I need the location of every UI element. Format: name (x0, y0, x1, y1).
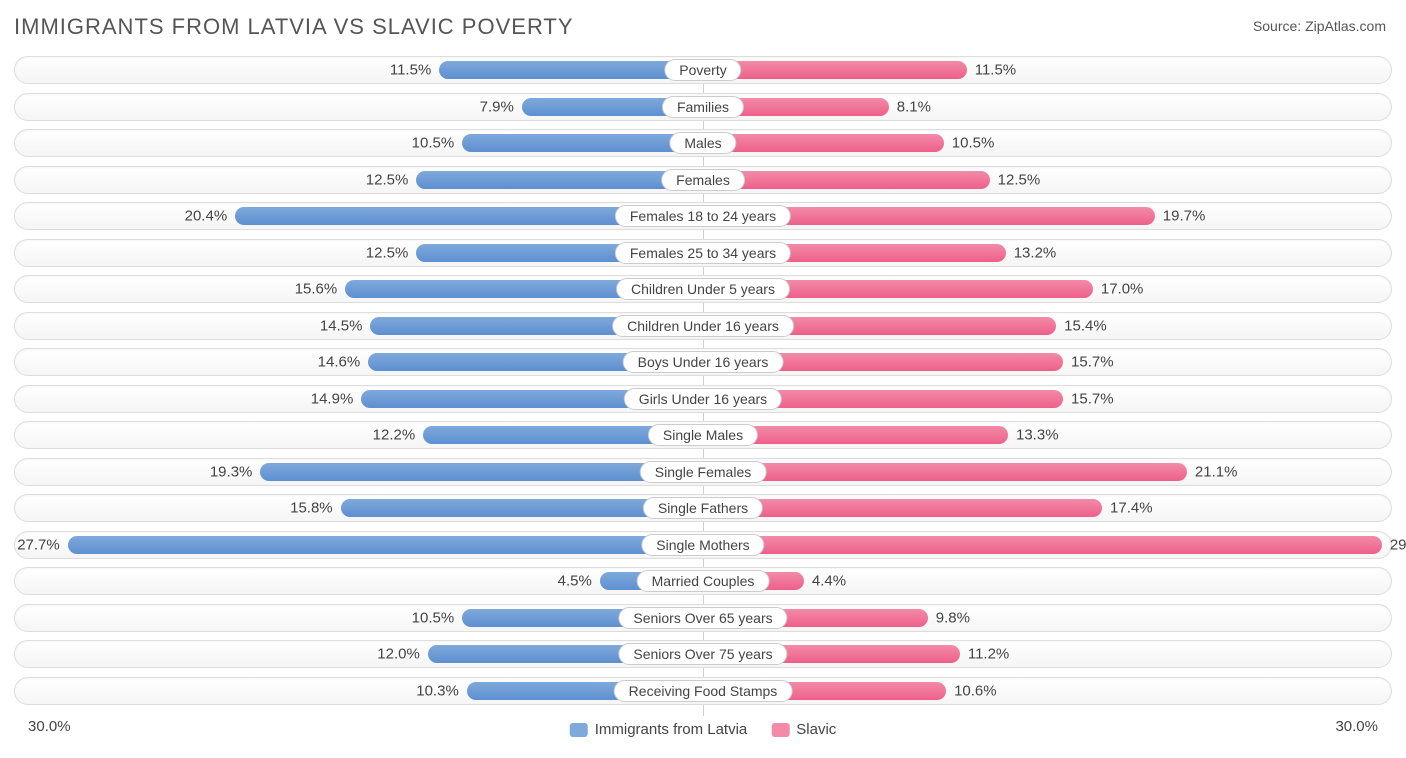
value-right: 17.4% (1110, 500, 1153, 517)
bar-right (703, 536, 1382, 554)
value-right: 11.2% (968, 646, 1009, 663)
chart-row: 10.3% 10.6% Receiving Food Stamps (14, 677, 1392, 705)
category-label: Poverty (664, 59, 741, 81)
value-right: 13.3% (1016, 427, 1059, 444)
chart-row: 4.5% 4.4% Married Couples (14, 567, 1392, 595)
bar-right (703, 171, 990, 189)
chart-row: 19.3% 21.1% Single Females (14, 458, 1392, 486)
chart-row: 12.5% 13.2% Females 25 to 34 years (14, 239, 1392, 267)
chart-row: 15.6% 17.0% Children Under 5 years (14, 275, 1392, 303)
chart-row: 14.6% 15.7% Boys Under 16 years (14, 348, 1392, 376)
value-left: 14.6% (318, 354, 361, 371)
bar-left (68, 536, 703, 554)
chart-row: 11.5% 11.5% Poverty (14, 56, 1392, 84)
legend-item-right: Slavic (771, 721, 836, 738)
category-label: Children Under 5 years (616, 278, 790, 300)
axis-tick-left: 30.0% (28, 718, 71, 735)
bar-right (703, 463, 1187, 481)
value-left: 14.9% (311, 390, 354, 407)
value-left: 20.4% (185, 208, 228, 225)
legend-label-left: Immigrants from Latvia (595, 721, 748, 738)
value-right: 10.6% (954, 682, 997, 699)
value-left: 12.5% (366, 244, 409, 261)
legend-swatch-right (771, 723, 789, 737)
legend-item-left: Immigrants from Latvia (570, 721, 748, 738)
bar-left (260, 463, 703, 481)
category-label: Seniors Over 65 years (618, 607, 787, 629)
legend: Immigrants from Latvia Slavic (570, 721, 837, 738)
value-right: 21.1% (1195, 463, 1238, 480)
value-right: 29.6% (1390, 536, 1406, 553)
category-label: Children Under 16 years (612, 315, 794, 337)
chart-row: 14.5% 15.4% Children Under 16 years (14, 312, 1392, 340)
category-label: Females 18 to 24 years (615, 205, 791, 227)
category-label: Boys Under 16 years (623, 351, 784, 373)
category-label: Seniors Over 75 years (618, 643, 787, 665)
axis-tick-right: 30.0% (1335, 718, 1378, 735)
value-left: 10.5% (412, 135, 455, 152)
value-right: 19.7% (1163, 208, 1206, 225)
chart-row: 7.9% 8.1% Families (14, 93, 1392, 121)
category-label: Single Fathers (643, 497, 763, 519)
value-left: 11.5% (390, 62, 431, 79)
diverging-bar-chart: 11.5%11.5%Poverty7.9%8.1%Families10.5%10… (14, 56, 1392, 712)
category-label: Families (662, 96, 744, 118)
chart-row: 12.2% 13.3% Single Males (14, 421, 1392, 449)
value-right: 9.8% (936, 609, 970, 626)
value-right: 17.0% (1101, 281, 1144, 298)
value-left: 14.5% (320, 317, 363, 334)
value-left: 15.6% (295, 281, 338, 298)
value-right: 8.1% (897, 98, 931, 115)
value-left: 10.3% (416, 682, 459, 699)
chart-row: 12.0% 11.2% Seniors Over 75 years (14, 640, 1392, 668)
chart-row: 15.8% 17.4% Single Fathers (14, 494, 1392, 522)
chart-row: 20.4% 19.7% Females 18 to 24 years (14, 202, 1392, 230)
value-right: 15.7% (1071, 390, 1114, 407)
category-label: Single Females (640, 461, 767, 483)
value-right: 11.5% (975, 62, 1016, 79)
chart-row: 14.9% 15.7% Girls Under 16 years (14, 385, 1392, 413)
value-left: 19.3% (210, 463, 253, 480)
bar-left (416, 171, 703, 189)
legend-label-right: Slavic (796, 721, 836, 738)
chart-row: 10.5% 10.5% Males (14, 129, 1392, 157)
value-left: 27.7% (17, 536, 60, 553)
category-label: Females (661, 169, 745, 191)
bar-left (462, 134, 703, 152)
legend-swatch-left (570, 723, 588, 737)
value-left: 4.5% (558, 573, 592, 590)
category-label: Single Mothers (641, 534, 764, 556)
source-label: Source: (1253, 18, 1301, 34)
value-right: 10.5% (952, 135, 995, 152)
chart-title: IMMIGRANTS FROM LATVIA VS SLAVIC POVERTY (14, 14, 574, 40)
value-left: 12.0% (377, 646, 420, 663)
bar-right (703, 134, 944, 152)
category-label: Girls Under 16 years (624, 388, 782, 410)
source-name[interactable]: ZipAtlas.com (1305, 18, 1386, 34)
value-left: 7.9% (480, 98, 514, 115)
value-right: 15.4% (1064, 317, 1107, 334)
value-right: 13.2% (1014, 244, 1057, 261)
category-label: Receiving Food Stamps (614, 680, 793, 702)
category-label: Married Couples (637, 570, 770, 592)
category-label: Males (669, 132, 736, 154)
category-label: Single Males (648, 424, 758, 446)
value-right: 12.5% (998, 171, 1041, 188)
value-left: 12.2% (373, 427, 416, 444)
chart-row: 10.5% 9.8% Seniors Over 65 years (14, 604, 1392, 632)
value-left: 10.5% (412, 609, 455, 626)
value-left: 15.8% (290, 500, 333, 517)
value-right: 4.4% (812, 573, 846, 590)
category-label: Females 25 to 34 years (615, 242, 791, 264)
bar-right (703, 61, 967, 79)
value-left: 12.5% (366, 171, 409, 188)
value-right: 15.7% (1071, 354, 1114, 371)
source-attribution: Source: ZipAtlas.com (1253, 18, 1386, 34)
chart-row: 27.7%29.6%Single Mothers (14, 531, 1392, 559)
chart-row: 12.5% 12.5% Females (14, 166, 1392, 194)
